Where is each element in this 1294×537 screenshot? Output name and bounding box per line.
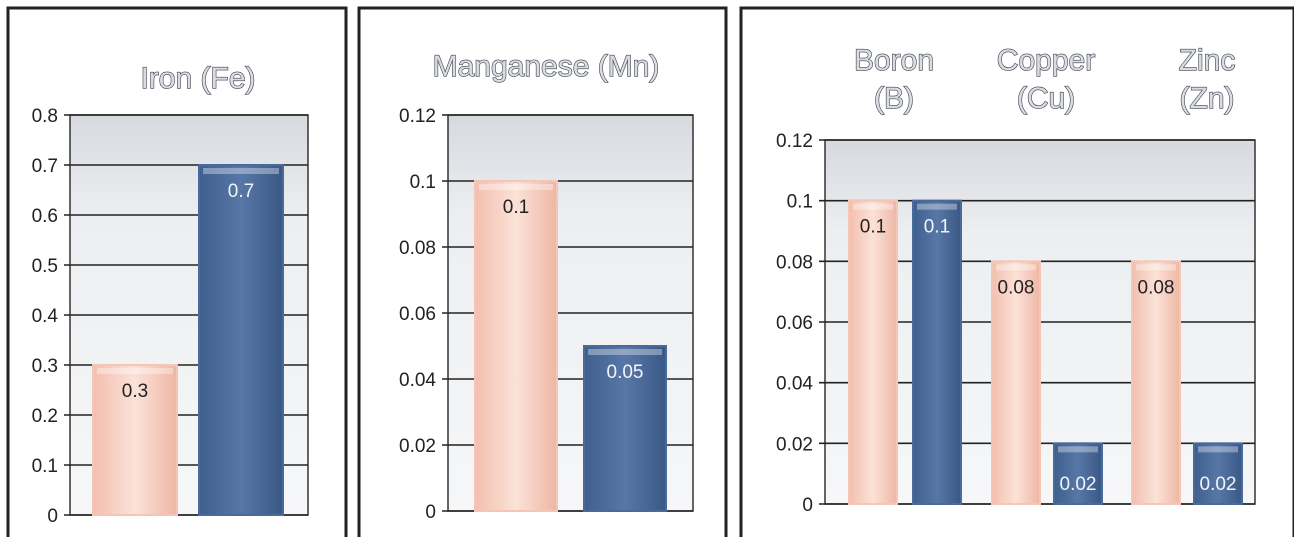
chart-panel-2: 0 0.02 0.04 0.06 0.08 0.1 0.12 Manganese (Mn) 0.… xyxy=(357,6,728,537)
data-label: 0.7 xyxy=(228,181,254,202)
y-tick-label: 0.06 xyxy=(776,313,813,334)
data-label: 0.08 xyxy=(998,277,1035,298)
bar-bevel xyxy=(853,203,893,210)
bar-bevel xyxy=(1058,446,1098,453)
data-label: 0.02 xyxy=(1200,474,1237,495)
bar-bevel xyxy=(203,168,279,174)
y-tick-label: 0.1 xyxy=(32,456,58,477)
category-label: (B) xyxy=(874,82,914,115)
y-tick-label: 0.08 xyxy=(399,238,436,259)
bar xyxy=(1193,442,1243,506)
data-label: 0.3 xyxy=(122,381,148,402)
category-label: Boron xyxy=(854,44,934,77)
bar xyxy=(92,364,178,516)
data-label: 0.08 xyxy=(1138,277,1175,298)
data-label: 0.1 xyxy=(860,217,886,238)
chart-title: Manganese (Mn) xyxy=(433,50,660,83)
data-label: 0.05 xyxy=(607,362,644,383)
bar xyxy=(1053,442,1103,506)
bar xyxy=(991,260,1041,506)
chart-title: Iron (Fe) xyxy=(140,62,255,95)
category-label: (Zn) xyxy=(1180,82,1235,115)
category-label: (Cu) xyxy=(1017,82,1075,115)
y-tick-label: 0.04 xyxy=(776,374,813,395)
y-tick-label: 0 xyxy=(47,506,58,527)
chart-panel-3: 0 0.02 0.04 0.06 0.08 0.1 0.12 Boron (B) Copper (C… xyxy=(739,6,1294,537)
y-tick-label: 0.12 xyxy=(776,131,813,152)
y-tick-label: 0.8 xyxy=(32,106,58,127)
bar xyxy=(474,180,558,512)
y-tick-label: 0.12 xyxy=(399,106,436,127)
y-tick-label: 0.3 xyxy=(32,356,58,377)
chart-panel-1: 0 0.1 0.2 0.3 0.4 0.5 0.6 0.7 0.8 Iron (Fe) 0.3 0.7 xyxy=(6,6,348,537)
category-label: Zinc xyxy=(1179,44,1236,77)
bar xyxy=(583,345,667,512)
data-label: 0.1 xyxy=(503,197,529,218)
data-label: 0.1 xyxy=(924,217,950,238)
bar-bevel xyxy=(479,184,553,190)
y-tick-label: 0.5 xyxy=(32,256,58,277)
bar xyxy=(848,199,898,506)
bar-bevel xyxy=(1136,264,1176,271)
bar-bevel xyxy=(1198,446,1238,453)
bar xyxy=(1131,260,1181,506)
bar-bevel xyxy=(97,368,173,374)
bar-bevel xyxy=(996,264,1036,271)
bar-bevel xyxy=(588,349,662,355)
y-tick-label: 0.02 xyxy=(399,436,436,457)
y-tick-label: 0.04 xyxy=(399,370,436,391)
y-tick-label: 0 xyxy=(425,502,436,523)
category-label: Copper xyxy=(997,44,1095,77)
y-tick-label: 0.1 xyxy=(787,192,813,213)
bar-bevel xyxy=(917,203,957,210)
bar xyxy=(912,199,962,506)
y-tick-label: 0.02 xyxy=(776,434,813,455)
y-tick-label: 0.7 xyxy=(32,156,58,177)
y-tick-label: 0.08 xyxy=(776,252,813,273)
y-tick-label: 0.1 xyxy=(410,172,436,193)
y-tick-label: 0 xyxy=(802,495,813,516)
bar xyxy=(198,164,284,516)
data-label: 0.02 xyxy=(1060,474,1097,495)
y-tick-label: 0.06 xyxy=(399,304,436,325)
y-tick-label: 0.4 xyxy=(32,306,59,327)
y-tick-label: 0.2 xyxy=(32,406,58,427)
y-tick-label: 0.6 xyxy=(32,206,58,227)
